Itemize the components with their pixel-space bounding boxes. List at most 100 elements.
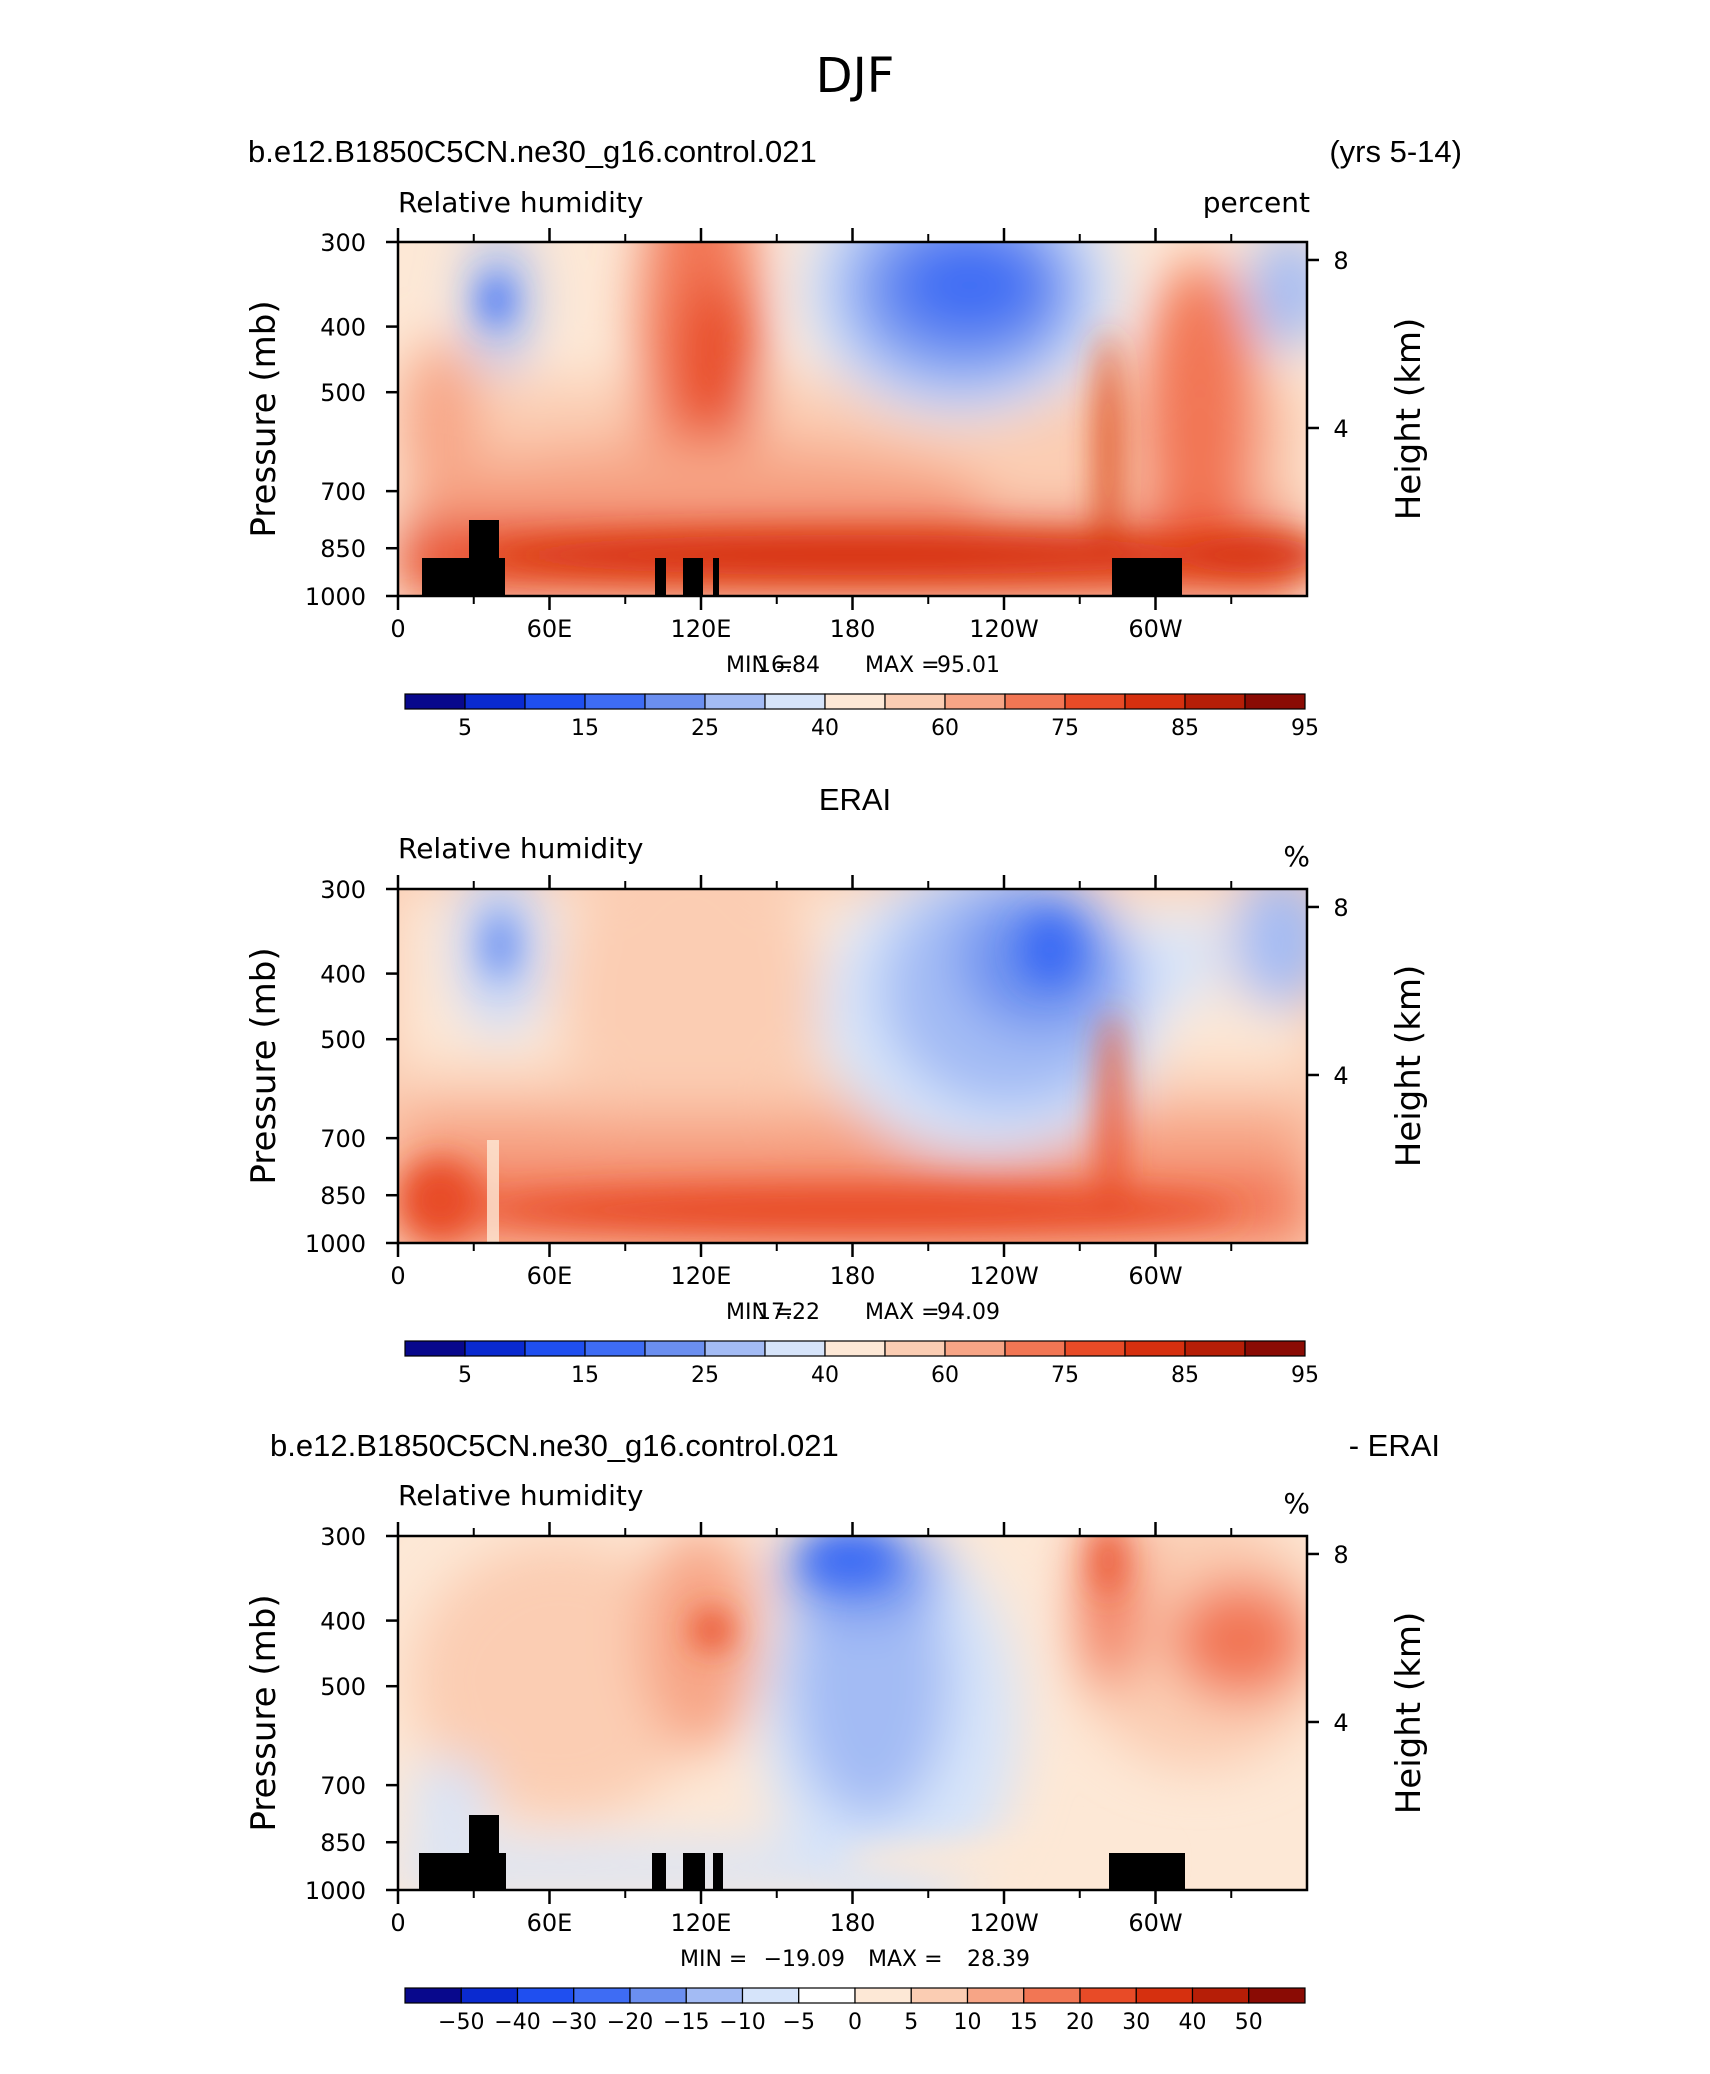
ylabel-left: Pressure (mb) (244, 1594, 284, 1831)
lon-tick-label: 180 (830, 1262, 876, 1290)
panel-obs-center-title: ERAI (819, 782, 891, 817)
pressure-tick-label: 500 (320, 379, 366, 407)
pressure-tick-label: 300 (320, 229, 366, 257)
colorbar-swatch (644, 693, 706, 710)
pressure-tick-label: 1000 (305, 1877, 366, 1905)
pressure-tick-label: 850 (320, 1829, 366, 1857)
colorbar-swatch (966, 1987, 1025, 2004)
panel-model-max-value: 95.01 (937, 653, 1000, 678)
panel-obs-min-label: MIN = (726, 1300, 793, 1325)
colorbar-swatch (1184, 1340, 1246, 1357)
colorbar-swatch (884, 1340, 946, 1357)
lon-tick-label: 120W (969, 1262, 1039, 1290)
colorbar-label: −30 (551, 2010, 597, 2035)
pressure-tick-label: 700 (320, 1772, 366, 1800)
colorbar-label: 5 (458, 1363, 472, 1388)
panel-model-units: percent (1203, 186, 1310, 219)
lon-tick-label: 60W (1128, 615, 1182, 643)
lon-tick-label: 60W (1128, 1909, 1182, 1937)
colorbar-label: 75 (1051, 716, 1079, 741)
panel-diff-min-value: −19.09 (764, 1947, 845, 1972)
colorbar-label: 20 (1066, 2010, 1094, 2035)
colorbar-label: 25 (691, 716, 719, 741)
pressure-tick-label: 850 (320, 1182, 366, 1210)
colorbar-swatch (704, 693, 766, 710)
ylabel-right: Height (km) (1389, 1612, 1429, 1815)
lon-tick-label: 120E (671, 1262, 732, 1290)
panel-obs-units: % (1283, 840, 1310, 873)
panel-diff-units: % (1283, 1487, 1310, 1520)
colorbar-swatch (584, 693, 646, 710)
panel-model-variable: Relative humidity (398, 186, 643, 219)
colorbar-swatch (629, 1987, 687, 2004)
colorbar-swatch (764, 693, 826, 710)
lon-tick-label: 60W (1128, 1262, 1182, 1290)
colorbar-swatch (824, 693, 886, 710)
ylabel-right: Height (km) (1389, 965, 1429, 1168)
colorbar-swatch (524, 693, 586, 710)
colorbar-swatch (1135, 1987, 1194, 2004)
pressure-tick-label: 300 (320, 1523, 366, 1551)
panel-model-topography-mask (422, 520, 1182, 596)
panel-diff-variable: Relative humidity (398, 1479, 643, 1512)
colorbar-label: 5 (904, 2010, 918, 2035)
panel-model-max-label: MAX = (865, 653, 940, 678)
pressure-tick-label: 1000 (305, 583, 366, 611)
colorbar-label: −15 (663, 2010, 709, 2035)
lon-tick-label: 120E (671, 615, 732, 643)
panel-diff-max-label: MAX = (868, 1947, 943, 1972)
colorbar-label: 15 (571, 716, 599, 741)
colorbar-label: 85 (1171, 716, 1199, 741)
panel-model-right-title: (yrs 5-14) (1329, 134, 1462, 169)
colorbar-swatch (1191, 1987, 1250, 2004)
colorbar-swatch (1079, 1987, 1137, 2004)
colorbar-swatch (1248, 1987, 1306, 2004)
colorbar-label: 40 (811, 716, 839, 741)
colorbar-label: −40 (494, 2010, 540, 2035)
ylabel-left: Pressure (mb) (244, 947, 284, 1184)
panel-obs-contour-field (398, 889, 1307, 1243)
panel-diff-contour-field (398, 1536, 1307, 1890)
lon-tick-label: 60E (527, 1262, 573, 1290)
ylabel-left: Pressure (mb) (244, 300, 284, 537)
panel-model-contour-field (398, 242, 1307, 596)
colorbar-swatch (1244, 1340, 1306, 1357)
colorbar-swatch (1064, 1340, 1126, 1357)
lon-tick-label: 120W (969, 615, 1039, 643)
colorbar-label: 25 (691, 1363, 719, 1388)
colorbar-label: −50 (438, 2010, 484, 2035)
colorbar-swatch (524, 1340, 586, 1357)
panel-obs-axes: 300 400 500 700 850 1000 8 4 0 60E 120E 180 120W 60W P… (244, 875, 1429, 1290)
colorbar-label: 95 (1291, 716, 1319, 741)
panel-diff-right-title: - ERAI (1349, 1428, 1440, 1463)
height-tick-label: 4 (1333, 415, 1348, 443)
lon-tick-label: 0 (390, 615, 405, 643)
colorbar-label: 95 (1291, 1363, 1319, 1388)
colorbar-swatch (1064, 693, 1126, 710)
colorbar-label: −20 (607, 2010, 653, 2035)
colorbar-label: 75 (1051, 1363, 1079, 1388)
colorbar-swatch (1244, 693, 1306, 710)
panel-model-colorbar: 5 15 25 40 60 75 85 95 (404, 693, 1319, 741)
lon-tick-label: 180 (830, 1909, 876, 1937)
colorbar-swatch (516, 1987, 575, 2004)
panel-model: b.e12.B1850C5CN.ne30_g16.control.021 (yr… (244, 134, 1462, 741)
panel-obs-min-value: 17.22 (757, 1300, 820, 1325)
height-tick-label: 4 (1333, 1709, 1348, 1737)
colorbar-swatch (460, 1987, 519, 2004)
lon-tick-label: 60E (527, 1909, 573, 1937)
lon-tick-label: 180 (830, 615, 876, 643)
colorbar-swatch (404, 693, 466, 710)
colorbar-swatch (644, 1340, 706, 1357)
pressure-tick-label: 400 (320, 1608, 366, 1636)
colorbar-label: 60 (931, 1363, 959, 1388)
pressure-tick-label: 500 (320, 1673, 366, 1701)
colorbar-swatch (884, 693, 946, 710)
lon-tick-label: 0 (390, 1262, 405, 1290)
ylabel-right: Height (km) (1389, 318, 1429, 521)
colorbar-label: 40 (811, 1363, 839, 1388)
figure-title: DJF (816, 48, 895, 104)
colorbar-swatch (404, 1987, 462, 2004)
colorbar-label: 50 (1235, 2010, 1263, 2035)
